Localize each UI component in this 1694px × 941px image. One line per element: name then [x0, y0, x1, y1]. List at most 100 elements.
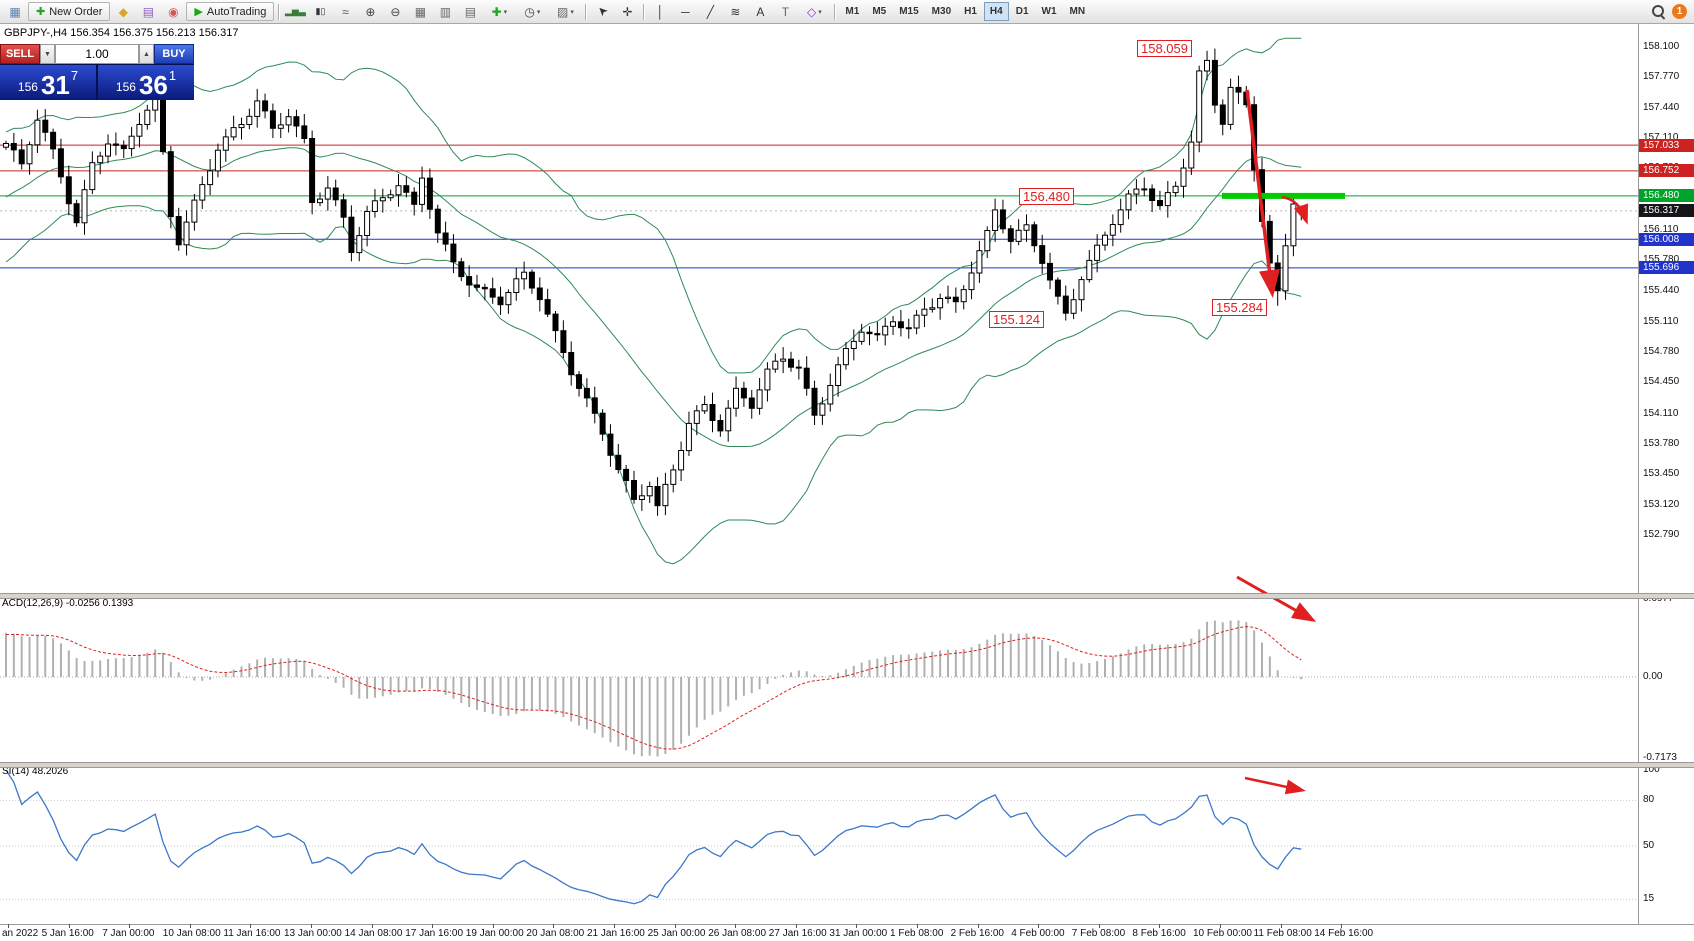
chevron-down-icon: ▾ [570, 8, 574, 16]
time-axis-label: 1 Feb 08:00 [890, 928, 944, 939]
timeframe-h4[interactable]: H4 [983, 2, 1009, 21]
time-axis-label: 20 Jan 08:00 [526, 928, 585, 939]
price-axis-label: 154.450 [1643, 376, 1680, 387]
channel-icon[interactable]: ≋ [730, 4, 741, 19]
period-dropdown[interactable]: ◷ ▾ [516, 1, 548, 22]
trendline-icon[interactable]: ╱ [706, 4, 715, 19]
time-axis-label: 7 Feb 08:00 [1071, 928, 1126, 939]
sell-price-display[interactable]: 156 31 7 [0, 65, 96, 100]
price-axis-label: 158.100 [1643, 41, 1680, 52]
zoom-out-icon[interactable]: ⊖ [390, 4, 401, 19]
time-axis-label: 5 Jan 16:00 [41, 928, 94, 939]
timeframe-d1[interactable]: D1 [1015, 6, 1029, 17]
crosshair-icon[interactable]: ✛ [622, 4, 633, 19]
template-dropdown-icon: ▨ [556, 4, 569, 19]
label-icon[interactable]: T [781, 4, 790, 19]
new-order-button[interactable]: ✚ New Order [28, 2, 111, 21]
timeframe-mn[interactable]: MN [1069, 6, 1086, 17]
buy-button[interactable]: BUY [154, 44, 194, 64]
time-axis-tick [917, 924, 918, 928]
notification-badge[interactable]: 1 [1672, 4, 1687, 19]
time-axis-label: 19 Jan 00:00 [465, 928, 524, 939]
price-level-tag: 155.696 [1639, 261, 1694, 274]
price-axis-line [1638, 23, 1639, 924]
timeframe-m1[interactable]: M1 [845, 6, 860, 17]
time-axis-tick [492, 924, 494, 928]
annotation-price-label[interactable]: 156.480 [1019, 188, 1074, 205]
cursor-icon[interactable]: ➤ [593, 2, 611, 21]
chart-title: GBPJPY-,H4 156.354 156.375 156.213 156.3… [4, 27, 239, 39]
shapes-dropdown[interactable]: ◇ ▾ [798, 1, 830, 22]
chevron-down-icon: ▾ [818, 8, 822, 16]
shapes-dropdown-icon: ◇ [807, 4, 817, 19]
time-axis-tick [1098, 924, 1100, 928]
price-axis-label: 153.450 [1643, 468, 1680, 479]
annotation-price-label[interactable]: 155.284 [1212, 299, 1267, 316]
new-order-button-icon: ✚ [36, 6, 46, 18]
volume-decrease-button[interactable]: ▼ [40, 44, 55, 64]
timeframe-m15[interactable]: M15 [899, 6, 919, 17]
timeframe-w1[interactable]: W1 [1041, 6, 1057, 17]
line-chart-icon[interactable]: ≈ [342, 4, 349, 19]
panel-separator[interactable] [0, 762, 1694, 768]
volume-increase-button[interactable]: ▲ [139, 44, 154, 64]
text-icon[interactable]: A [756, 4, 765, 19]
toolbar-separator [834, 3, 836, 20]
price-axis-label: 155.780 [1643, 254, 1680, 265]
vertical-line-icon[interactable]: │ [656, 4, 665, 19]
time-axis-tick [129, 924, 131, 928]
price-level-tag: 156.480 [1639, 189, 1694, 202]
rsi-axis-label: 100 [1643, 764, 1660, 775]
time-axis-tick [1280, 924, 1282, 928]
new-order-button-label: New Order [49, 5, 103, 18]
time-axis-label: 11 Jan 16:00 [223, 928, 281, 939]
sell-button[interactable]: SELL [0, 44, 40, 64]
price-axis-label: 152.790 [1643, 529, 1680, 540]
arrange-horizontal-icon[interactable]: ▥ [439, 4, 452, 19]
time-axis-label: 10 Jan 08:00 [162, 928, 221, 939]
sell-price-point: 7 [70, 68, 79, 83]
candlestick-chart-icon[interactable]: ▮▯ [315, 6, 326, 16]
timeframe-h1[interactable]: H1 [964, 6, 977, 17]
time-axis-tick [795, 924, 797, 928]
time-axis-tick [1038, 924, 1040, 928]
timeframe-m30[interactable]: M30 [931, 6, 952, 17]
zoom-in-icon[interactable]: ⊕ [365, 4, 376, 19]
rsi-axis-label: 80 [1643, 794, 1655, 805]
time-axis-label: 4 Feb 00:00 [1011, 928, 1065, 939]
panel-separator[interactable] [0, 593, 1694, 599]
rsi-axis-label: 15 [1643, 893, 1655, 904]
autotrading-button[interactable]: ▶ AutoTrading [186, 2, 275, 21]
bar-chart-icon[interactable]: ▂▅▃ [285, 6, 306, 16]
time-axis-label: 21 Jan 16:00 [587, 928, 645, 939]
price-axis-label: 153.120 [1643, 499, 1680, 510]
autotrading-button-label: AutoTrading [206, 5, 267, 18]
new-chart-dropdown[interactable]: ✚ ▾ [483, 1, 515, 22]
timeframe-m5[interactable]: M5 [872, 6, 887, 17]
annotation-price-label[interactable]: 155.124 [989, 311, 1044, 328]
time-axis-label: 17 Jan 16:00 [405, 928, 464, 939]
chart-window-icon[interactable]: ▦ [9, 4, 21, 19]
search-icon[interactable] [1650, 3, 1667, 20]
time-axis-label: 11 Feb 08:00 [1253, 928, 1312, 939]
price-axis-label: 157.770 [1643, 71, 1680, 82]
time-axis-tick [735, 924, 737, 928]
time-axis-label: 14 Feb 16:00 [1314, 928, 1374, 939]
tile-windows-icon[interactable]: ▦ [414, 4, 427, 19]
arrange-vertical-icon[interactable]: ▤ [464, 4, 477, 19]
one-click-trading-panel: SELL ▼ ▲ BUY 156 31 7 156 36 1 [0, 44, 194, 100]
annotation-price-label[interactable]: 158.059 [1137, 40, 1192, 57]
template-dropdown[interactable]: ▨ ▾ [549, 1, 581, 22]
volume-input[interactable] [55, 44, 139, 64]
time-axis-label: 25 Jan 00:00 [647, 928, 706, 939]
price-axis-label: 157.110 [1643, 132, 1679, 143]
buy-price-integer: 156 [115, 80, 136, 94]
buy-price-display[interactable]: 156 36 1 [98, 65, 194, 100]
scripts-icon[interactable]: ▤ [142, 4, 155, 19]
market-icon[interactable]: ◉ [168, 4, 179, 19]
time-axis-tick [977, 924, 979, 928]
horizontal-line-icon[interactable]: ─ [681, 4, 690, 19]
metaeditor-icon[interactable]: ◆ [118, 4, 129, 19]
